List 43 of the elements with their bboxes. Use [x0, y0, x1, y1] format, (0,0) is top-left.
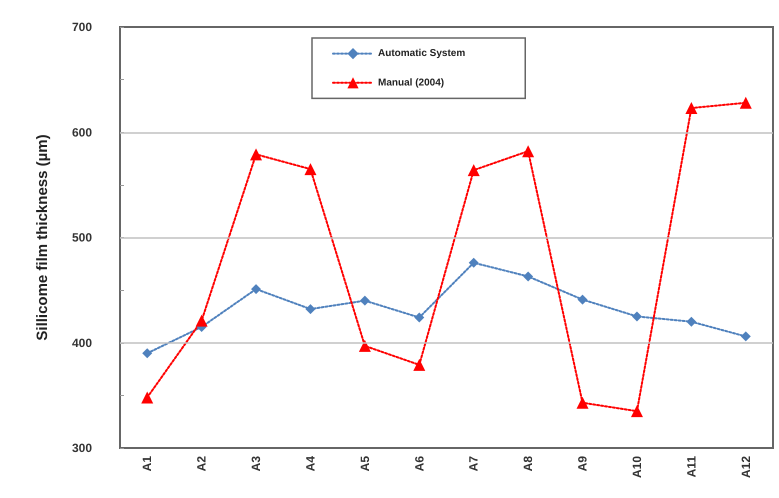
point — [468, 164, 480, 176]
point — [142, 348, 152, 358]
x-tick-label: A8 — [521, 456, 536, 472]
point — [196, 314, 208, 327]
point — [360, 296, 370, 306]
x-tick-label: A1 — [140, 456, 154, 472]
point — [250, 148, 262, 160]
y-tick-label: 600 — [72, 125, 92, 140]
x-tick-label: A6 — [412, 456, 426, 472]
y-tick-label: 400 — [72, 336, 92, 350]
x-tick-label: A10 — [630, 456, 644, 478]
point — [305, 304, 316, 314]
point — [251, 284, 262, 294]
y-tick-label: 700 — [72, 20, 92, 34]
x-tick-label: A7 — [466, 456, 481, 472]
point — [523, 271, 534, 282]
point — [578, 294, 588, 305]
legend-label: Manual (2004) — [378, 77, 444, 88]
x-tick-label: A2 — [194, 456, 209, 472]
y-tick-label: 500 — [72, 230, 92, 244]
point — [141, 391, 154, 404]
point — [686, 316, 696, 327]
legend-label: Automatic System — [378, 48, 466, 60]
point — [632, 311, 642, 322]
point — [522, 145, 534, 158]
x-tick-label: A12 — [738, 456, 753, 478]
x-tick-label: A3 — [249, 456, 264, 472]
point — [304, 163, 316, 176]
point — [358, 340, 371, 352]
point — [740, 331, 751, 342]
point — [740, 96, 752, 109]
point — [685, 102, 698, 114]
y-axis-title: Sillicome film thickness (µm) — [34, 134, 51, 341]
point — [630, 405, 643, 418]
x-tick-label: A11 — [684, 456, 698, 478]
point — [468, 258, 479, 268]
y-tick-label: 300 — [72, 441, 92, 455]
x-tick-label: A4 — [303, 456, 318, 472]
point — [576, 396, 589, 409]
point — [413, 358, 426, 371]
x-tick-label: A9 — [576, 456, 590, 472]
x-tick-label: A5 — [358, 456, 372, 472]
point — [414, 312, 424, 322]
